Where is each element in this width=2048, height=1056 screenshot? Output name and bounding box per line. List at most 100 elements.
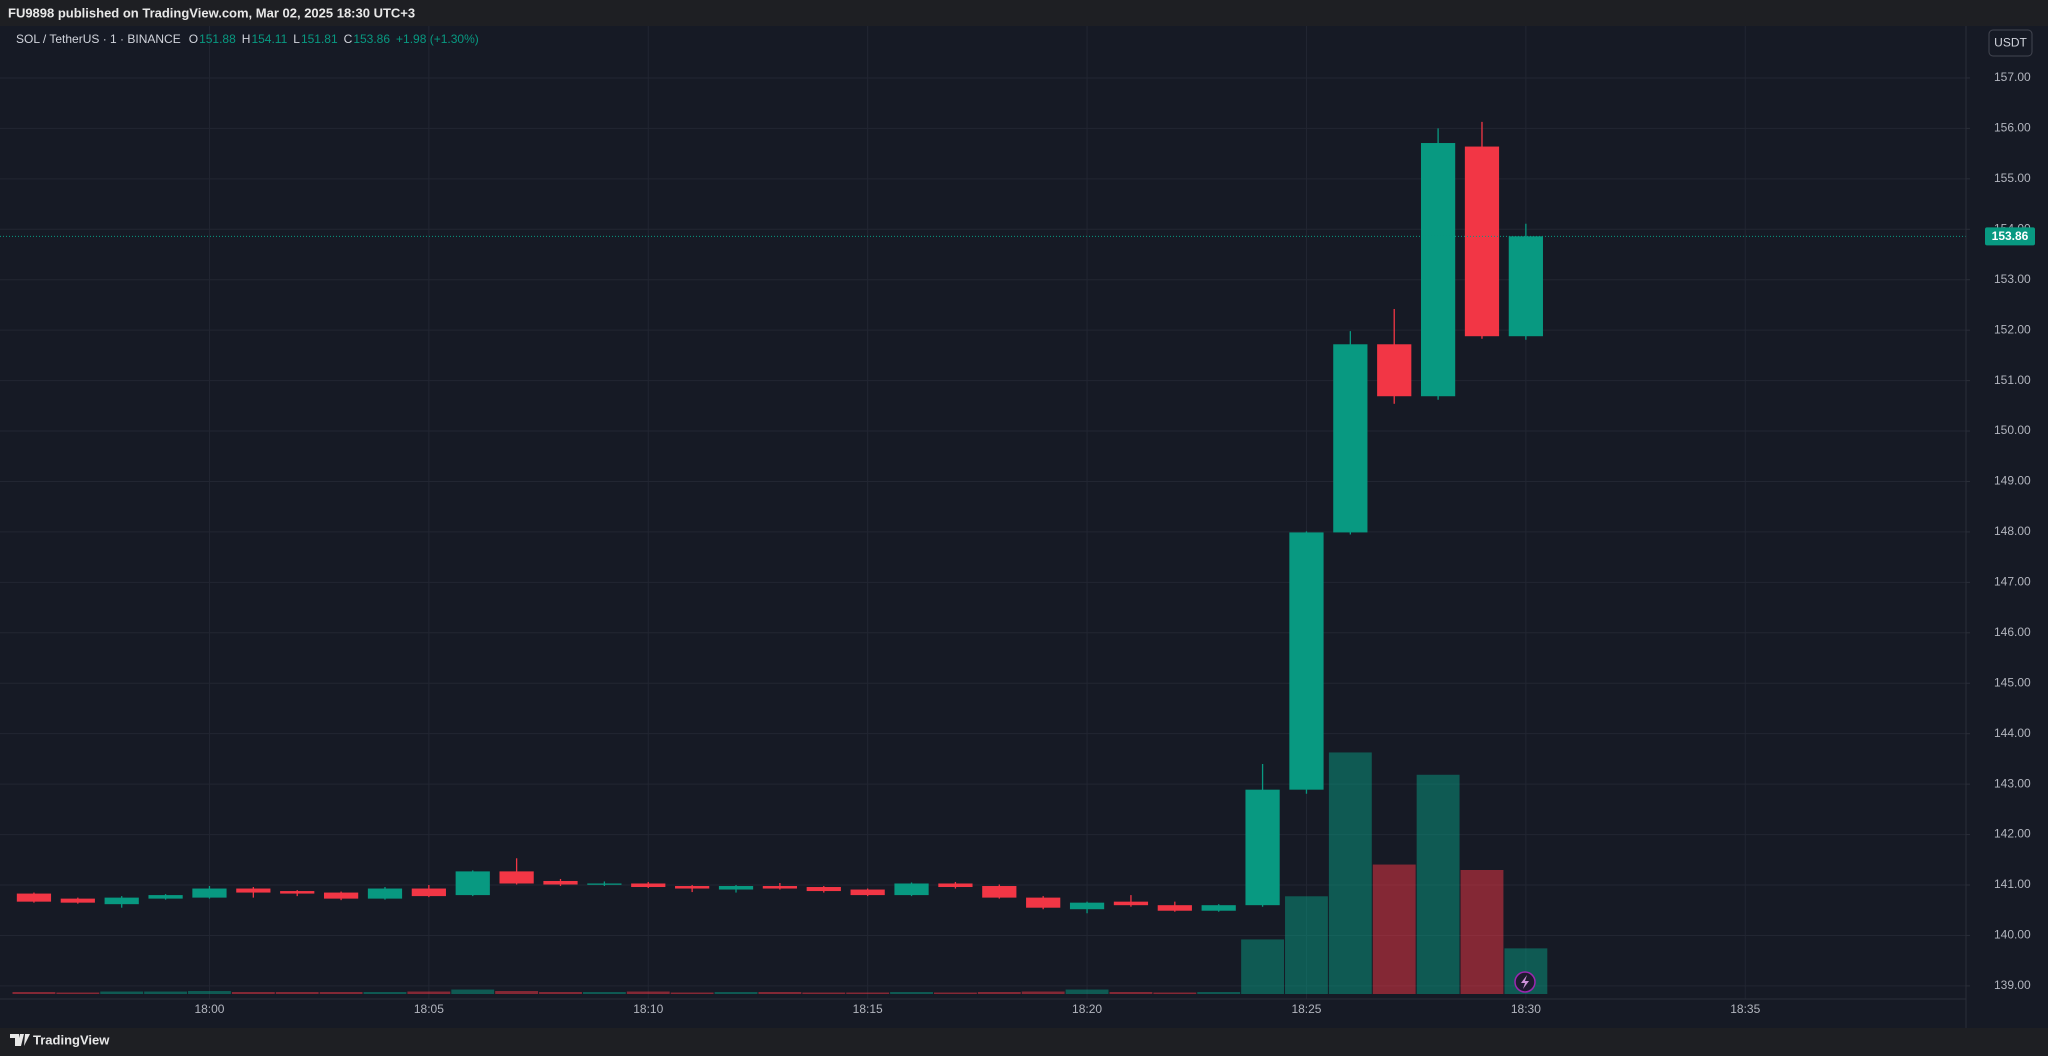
candle-body <box>60 898 95 903</box>
candle-body <box>1245 789 1280 906</box>
y-tick-label: 143.00 <box>1994 776 2031 790</box>
y-tick-label: 144.00 <box>1994 726 2031 740</box>
last-price-box <box>1985 227 2035 246</box>
symbol-name: SOL / TetherUS · 1 · BINANCE <box>16 32 181 46</box>
ohlc-value: 151.88 <box>199 32 236 46</box>
candle-body <box>1289 532 1324 790</box>
ohlc-key: C <box>344 32 353 46</box>
candle-body <box>411 888 446 897</box>
candle-body <box>499 871 534 884</box>
candle-body <box>543 880 578 885</box>
y-tick-label: 145.00 <box>1994 675 2031 689</box>
candle-body <box>367 888 403 899</box>
volume-bar <box>1109 992 1153 994</box>
candle-body <box>280 891 315 894</box>
volume-bar <box>495 991 539 994</box>
volume-pane <box>12 752 1548 994</box>
candle-body <box>1464 146 1500 337</box>
ohlc-key: L <box>293 32 300 46</box>
brand-logo <box>10 1034 30 1046</box>
bottom-bar <box>0 1028 2048 1056</box>
candle-body <box>16 893 52 902</box>
candle-body <box>455 871 490 896</box>
volume-bar <box>144 991 188 994</box>
volume-bar <box>539 992 582 994</box>
volume-bar <box>100 991 144 994</box>
volume-bar <box>582 992 626 994</box>
candle-body <box>1069 902 1105 910</box>
published-note: FU9898 published on TradingView.com, Mar… <box>8 5 415 20</box>
y-tick-label: 142.00 <box>1994 827 2031 841</box>
volume-bar <box>1416 774 1460 994</box>
candle-body <box>631 883 666 888</box>
volume-bar <box>933 992 977 994</box>
candle-body <box>587 883 622 885</box>
candle-body <box>1420 143 1456 397</box>
candles <box>16 121 1543 914</box>
candle-body <box>192 888 227 898</box>
x-tick-label: 18:35 <box>1730 1002 1760 1016</box>
currency-label[interactable]: USDT <box>1994 36 2027 50</box>
volume-bar <box>407 991 451 994</box>
x-tick-label: 18:20 <box>1072 1002 1102 1016</box>
price-change: +1.98 (+1.30%) <box>396 32 479 46</box>
candle-body <box>323 892 359 899</box>
volume-bar <box>231 992 275 994</box>
volume-bar <box>1285 896 1328 994</box>
candle-body <box>1201 905 1236 911</box>
candle-body <box>104 897 139 905</box>
y-tick-label: 149.00 <box>1994 474 2031 488</box>
candle-body <box>718 886 754 890</box>
volume-bar <box>977 992 1021 994</box>
volume-bar <box>363 992 407 994</box>
volume-bar <box>1197 992 1241 994</box>
y-tick-label: 151.00 <box>1994 373 2031 387</box>
volume-bar <box>275 992 319 994</box>
volume-bar <box>56 992 100 994</box>
x-tick-label: 18:25 <box>1291 1002 1321 1016</box>
ohlc-key: H <box>242 32 251 46</box>
x-tick-label: 18:00 <box>194 1002 224 1016</box>
candle-body <box>1508 236 1543 337</box>
candle-body <box>1377 344 1412 397</box>
volume-bar <box>188 991 231 994</box>
candle-body <box>894 883 929 896</box>
volume-bar <box>758 992 802 994</box>
ohlc-value: 154.11 <box>251 32 287 46</box>
candle-body <box>806 887 841 892</box>
y-tick-label: 157.00 <box>1994 70 2031 84</box>
volume-bar <box>802 992 846 994</box>
currency-button[interactable] <box>1988 29 2033 57</box>
candle-body <box>762 886 798 889</box>
volume-bar <box>670 992 714 994</box>
volume-bar <box>12 992 56 994</box>
ohlc-key: O <box>189 32 198 46</box>
last-price-label: 153.86 <box>1992 229 2029 243</box>
volume-bar <box>1065 989 1109 994</box>
volume-bar <box>1021 991 1065 994</box>
y-tick-label: 141.00 <box>1994 877 2031 891</box>
volume-bar <box>890 992 933 994</box>
volume-bar <box>1372 864 1416 994</box>
ohlc-value: 151.81 <box>301 32 338 46</box>
volume-bar <box>1241 939 1285 994</box>
candle-body <box>1333 344 1368 533</box>
y-tick-label: 152.00 <box>1994 322 2031 336</box>
volume-bar <box>451 989 495 994</box>
volume-bar <box>626 991 670 994</box>
candle-body <box>148 895 183 899</box>
y-tick-label: 139.00 <box>1994 978 2031 992</box>
ohlc-value: 153.86 <box>353 32 390 46</box>
y-tick-label: 150.00 <box>1994 423 2031 437</box>
candle-body <box>1113 901 1149 906</box>
volume-bar <box>1328 752 1372 994</box>
candle-body <box>850 889 885 896</box>
y-tick-label: 147.00 <box>1994 575 2031 589</box>
volume-bar <box>319 992 363 994</box>
x-tick-label: 18:05 <box>414 1002 444 1016</box>
volume-bar <box>1153 992 1197 994</box>
volume-bar <box>846 992 890 994</box>
grid <box>0 26 1966 999</box>
axes: 139.00 140.00 141.00 142.00 143.00 144.00 145.… <box>0 70 2035 1016</box>
